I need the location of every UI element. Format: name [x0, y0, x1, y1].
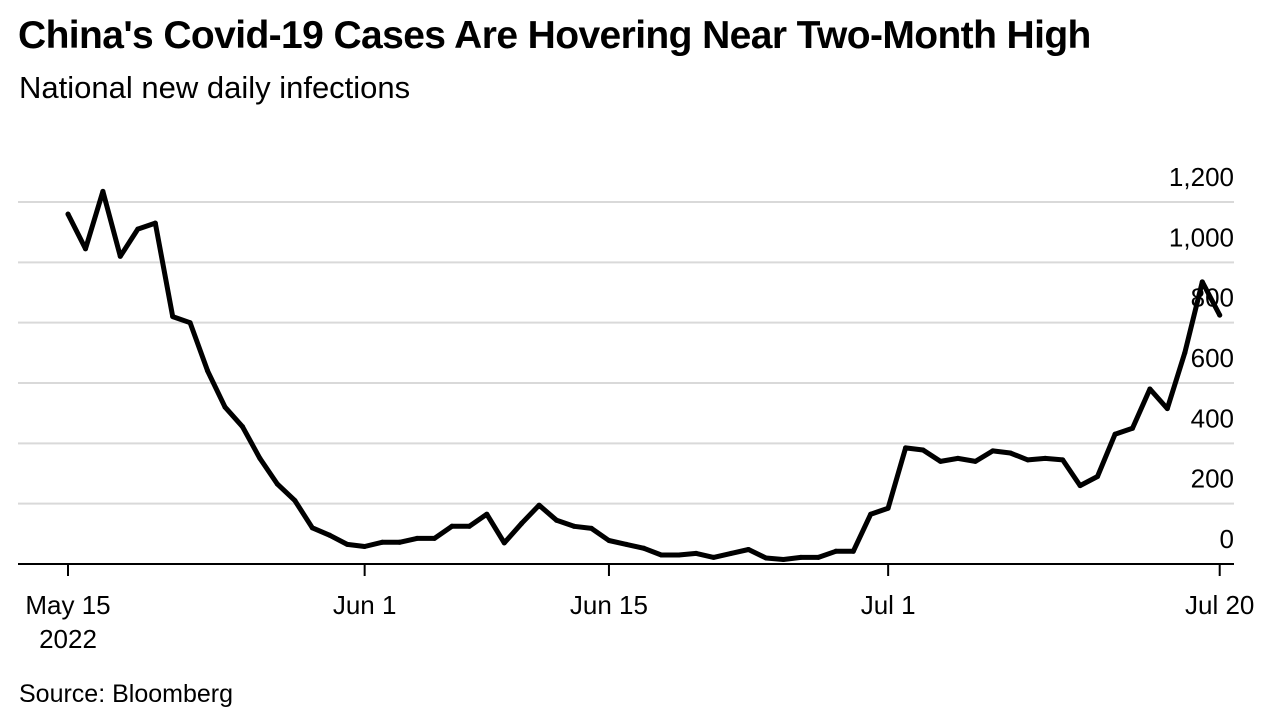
y-tick-label-400: 400 — [1191, 403, 1234, 433]
x-axis: May 15 2022 Jun 1 Jun 15 Jul 1 Jul 20 — [18, 563, 1254, 654]
data-point-2022-06-15 — [606, 538, 612, 543]
data-point-2022-06-24 — [763, 555, 769, 561]
series-points-0 — [65, 188, 1223, 562]
data-point-2022-07-15 — [1130, 425, 1135, 431]
data-point-2022-06-16 — [623, 541, 629, 547]
data-point-2022-06-18 — [658, 552, 664, 558]
data-point-2022-06-25 — [780, 557, 786, 562]
data-point-2022-05-19 — [135, 226, 141, 232]
series-layer — [65, 188, 1223, 562]
data-point-2022-05-25 — [240, 424, 245, 430]
data-point-2022-07-05 — [955, 455, 961, 461]
data-point-2022-06-13 — [571, 523, 577, 529]
data-point-2022-05-20 — [152, 220, 158, 226]
data-point-2022-06-06 — [449, 523, 455, 529]
y-tick-label-1000: 1,000 — [1169, 222, 1234, 252]
data-point-2022-06-05 — [431, 535, 437, 541]
data-point-2022-06-08 — [484, 511, 490, 517]
source-note: Source: Bloomberg — [19, 680, 234, 708]
data-point-2022-07-06 — [972, 458, 978, 464]
data-point-2022-07-14 — [1112, 431, 1118, 437]
x-tick-label-2022-07-01: Jul 1 — [861, 590, 916, 620]
data-point-2022-05-17 — [100, 188, 106, 194]
data-point-2022-06-26 — [798, 554, 804, 560]
data-point-2022-05-21 — [170, 314, 176, 320]
data-point-2022-06-19 — [676, 552, 682, 558]
data-point-2022-07-20 — [1217, 312, 1223, 318]
x-tick-label-2022-05-15: May 15 — [25, 590, 110, 620]
y-tick-label-1200: 1,200 — [1169, 162, 1234, 192]
data-point-2022-06-09 — [501, 540, 507, 546]
data-point-2022-07-19 — [1199, 279, 1205, 285]
data-point-2022-06-04 — [414, 535, 420, 541]
data-point-2022-05-31 — [344, 541, 350, 547]
data-point-2022-06-02 — [379, 539, 385, 545]
data-point-2022-07-18 — [1182, 350, 1188, 356]
data-point-2022-07-11 — [1060, 457, 1066, 463]
data-point-2022-07-10 — [1042, 455, 1048, 461]
data-point-2022-05-16 — [83, 246, 88, 252]
data-point-2022-06-23 — [746, 547, 751, 552]
data-point-2022-07-07 — [990, 448, 996, 454]
x-tick-label-2022-06-15: Jun 15 — [570, 590, 648, 620]
x-tick-sublabel-2022-05-15: 2022 — [39, 624, 97, 654]
data-point-2022-06-21 — [711, 554, 717, 560]
data-point-2022-06-01 — [362, 544, 368, 549]
data-point-2022-06-28 — [833, 548, 839, 554]
x-tick-label-2022-06-01: Jun 1 — [333, 590, 397, 620]
y-tick-label-200: 200 — [1191, 464, 1234, 494]
data-point-2022-06-30 — [868, 511, 874, 517]
data-point-2022-07-02 — [903, 445, 909, 451]
data-point-2022-05-24 — [222, 404, 228, 410]
y-tick-label-600: 600 — [1191, 343, 1234, 373]
data-point-2022-07-17 — [1164, 406, 1170, 412]
data-point-2022-05-26 — [257, 455, 263, 461]
data-point-2022-06-29 — [850, 548, 856, 554]
x-tick-label-2022-07-20: Jul 20 — [1185, 590, 1254, 620]
data-point-2022-05-22 — [187, 320, 193, 326]
data-point-2022-06-12 — [554, 517, 560, 523]
data-point-2022-05-30 — [327, 532, 333, 538]
data-point-2022-05-28 — [292, 498, 298, 504]
data-point-2022-06-22 — [728, 550, 734, 556]
data-point-2022-07-09 — [1025, 457, 1031, 463]
y-tick-label-0: 0 — [1220, 524, 1234, 554]
chart-subtitle: National new daily infections — [19, 70, 411, 105]
data-point-2022-06-14 — [589, 525, 594, 531]
data-point-2022-07-08 — [1007, 450, 1013, 456]
data-point-2022-05-29 — [309, 525, 315, 531]
data-point-2022-07-13 — [1095, 474, 1100, 479]
gridlines — [18, 201, 1234, 505]
data-point-2022-07-01 — [885, 505, 891, 511]
data-point-2022-06-10 — [519, 520, 525, 526]
data-point-2022-06-07 — [466, 523, 472, 529]
data-point-2022-05-18 — [117, 253, 123, 259]
data-point-2022-05-15 — [65, 211, 71, 217]
data-point-2022-06-17 — [641, 545, 647, 551]
data-point-2022-06-11 — [536, 502, 542, 508]
data-point-2022-07-04 — [938, 458, 943, 464]
data-point-2022-06-03 — [397, 539, 403, 545]
data-point-2022-06-20 — [693, 550, 699, 556]
data-point-2022-05-23 — [205, 368, 211, 374]
data-point-2022-07-03 — [920, 447, 926, 453]
data-point-2022-05-27 — [274, 481, 280, 487]
chart-title: China's Covid-19 Cases Are Hovering Near… — [18, 14, 1091, 57]
data-point-2022-07-12 — [1077, 483, 1083, 489]
data-point-2022-06-27 — [815, 554, 821, 560]
data-point-2022-07-16 — [1147, 386, 1153, 392]
